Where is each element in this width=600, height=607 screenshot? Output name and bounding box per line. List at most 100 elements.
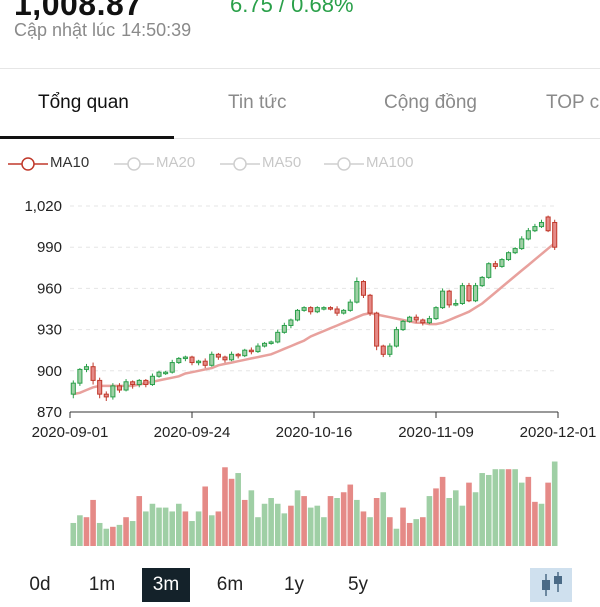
price-change: 6.75 / 0.68%: [230, 0, 354, 17]
ma10-line: [73, 242, 556, 396]
volume-bar: [268, 498, 274, 546]
candle-body: [294, 309, 301, 321]
candle-body: [538, 221, 545, 228]
timeframe-0d[interactable]: 0d: [29, 574, 51, 595]
candle-body: [70, 382, 76, 395]
volume-bar: [70, 522, 77, 546]
volume-bar: [380, 492, 387, 546]
volume-bar: [228, 478, 235, 546]
candle-body: [281, 324, 287, 333]
candle-body: [387, 345, 393, 355]
candle-body: [479, 276, 485, 287]
candle-body: [473, 285, 479, 302]
x-tick-label: 2020-12-01: [520, 424, 597, 441]
volume-bar: [420, 517, 426, 546]
timeframe-5y[interactable]: 5y: [347, 574, 369, 595]
candle-body: [182, 356, 188, 360]
tab-top[interactable]: TOP c: [546, 92, 600, 113]
volume-bar: [321, 517, 327, 546]
candle-body: [189, 356, 195, 364]
candle-body: [116, 385, 123, 391]
candle-body: [466, 285, 472, 302]
candle-body: [393, 329, 399, 347]
volume-bar: [222, 467, 228, 546]
volume-bar: [518, 482, 525, 546]
candle-body: [248, 349, 254, 353]
candle-body: [156, 371, 162, 377]
y-tick-label: 1,020: [24, 198, 62, 215]
candle-body: [90, 366, 96, 381]
timeframe-6m[interactable]: 6m: [216, 574, 244, 595]
volume-bar: [116, 524, 123, 546]
candle-body: [505, 252, 512, 261]
volume-bar: [406, 522, 413, 546]
ma-line-icon: [8, 157, 48, 171]
candle-body: [103, 393, 109, 398]
timeframe-3m[interactable]: 3m: [142, 568, 190, 602]
volume-bar: [340, 492, 347, 546]
candle-body: [420, 319, 426, 324]
candle-body: [459, 285, 465, 305]
volume-bar: [466, 482, 472, 546]
volume-bar: [393, 528, 400, 546]
volume-bar: [149, 503, 156, 546]
candle-body: [123, 381, 129, 391]
candle-body: [327, 307, 334, 310]
volume-bar: [241, 499, 248, 546]
candle-body: [433, 307, 439, 320]
candle-body: [268, 341, 274, 344]
y-tick-label: 960: [37, 280, 62, 297]
volume-bar: [129, 521, 136, 546]
active-tab-indicator: [0, 136, 174, 139]
volume-bar: [354, 499, 360, 546]
candle-body: [374, 312, 380, 347]
volume-bar: [485, 474, 492, 546]
tab-community[interactable]: Cộng đồng: [384, 92, 477, 113]
candle-body: [453, 303, 459, 306]
volume-bar: [538, 503, 545, 546]
volume-bar: [162, 507, 169, 546]
candle-body: [136, 379, 142, 386]
volume-bar: [208, 515, 215, 546]
volume-bar: [110, 526, 116, 546]
candlestick-icon[interactable]: [530, 568, 572, 602]
volume-bar: [373, 498, 380, 546]
candle-body: [525, 230, 531, 240]
volume-bar: [96, 522, 103, 546]
candle-body: [242, 349, 248, 357]
volume-bar: [248, 490, 255, 546]
tab-news[interactable]: Tin tức: [228, 92, 287, 113]
volume-bar: [123, 517, 129, 546]
candle-body: [77, 368, 83, 384]
price-chart[interactable]: 1,020 990 960 930 900 870 2020-09-01 2020-09-24…: [0, 190, 600, 550]
volume-bar: [472, 492, 479, 546]
timeframe-1y[interactable]: 1y: [283, 574, 305, 595]
candle-body: [97, 379, 103, 395]
y-tick-label: 870: [37, 404, 62, 421]
volume-bar: [156, 507, 162, 546]
volume-bar: [255, 517, 261, 546]
candle-body: [321, 307, 327, 310]
candle-body: [367, 294, 373, 314]
tab-bar: Tổng quan Tin tức Cộng đồng TOP c: [0, 70, 600, 140]
timeframe-1m[interactable]: 1m: [88, 574, 116, 595]
candle-body: [446, 290, 452, 306]
tab-overview[interactable]: Tổng quan: [38, 92, 129, 113]
ma-line-icon: [220, 157, 260, 171]
candle-body: [360, 281, 367, 296]
candle-body: [229, 353, 235, 361]
quote-header: 1,008.87 6.75 / 0.68% Cập nhật lúc 14:50:…: [0, 0, 600, 70]
volume-bar: [525, 476, 532, 546]
candle-body: [334, 308, 340, 314]
volume-bar: [360, 511, 367, 546]
candle-body: [314, 307, 320, 313]
x-tick-label: 2020-09-01: [32, 424, 109, 441]
volume-bar: [274, 503, 281, 546]
volume-bar: [387, 517, 393, 546]
ma-line-icon: [114, 157, 154, 171]
volume-bar: [532, 501, 538, 546]
volume-bar: [492, 469, 499, 546]
candle-body: [235, 353, 241, 357]
x-tick-label: 2020-10-16: [276, 424, 353, 441]
volume-bar: [77, 515, 83, 546]
